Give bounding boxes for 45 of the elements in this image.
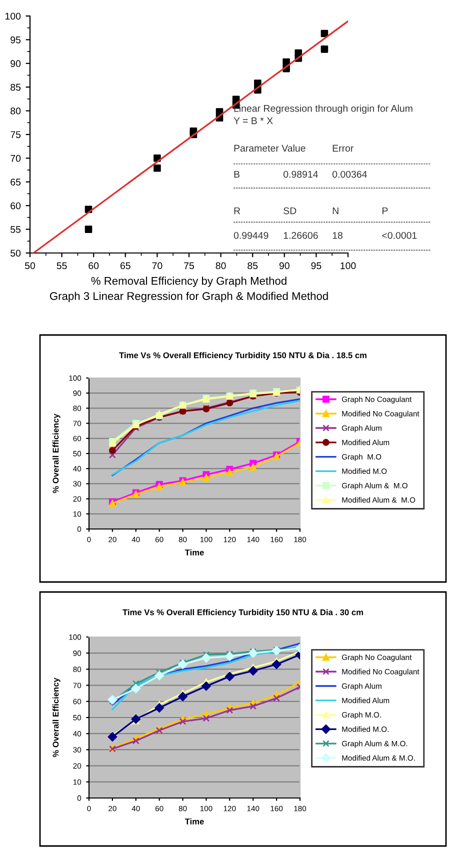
y-axis-title: % Overall Efficiency [52, 678, 60, 758]
chart-title: Time Vs % Overall Efficiency Turbidity 150 NTU & Dia . 18.5 cm [119, 352, 366, 360]
annotation: B [234, 170, 240, 178]
y-tick-label: 95 [10, 36, 21, 44]
x-tick-label: 70 [152, 262, 162, 270]
x-tick-label: 100 [340, 262, 356, 270]
y-axis-title: % Overall Efficiency [52, 414, 60, 494]
x-tick-label: 95 [311, 262, 322, 270]
x-tick-label: 85 [248, 262, 258, 270]
x-tick-label: 80 [216, 262, 226, 270]
annotation: Linear Regression through origin for Alum [234, 104, 412, 114]
text: <0.0001 [382, 232, 417, 239]
text: Graph 3 Linear Regression for Graph & Modified Method [50, 292, 328, 302]
annotation: N [332, 207, 338, 214]
y-tick-label: 50 [10, 250, 21, 257]
annotation: Parameter Value [234, 144, 306, 152]
y-tick-label: 85 [10, 84, 21, 91]
x-tick-label: 65 [120, 262, 130, 270]
x-tick-label: 50 [24, 262, 36, 270]
x-axis-title: % Removal Efficiency by Graph Method [91, 276, 286, 288]
y-tick-label: 65 [10, 178, 21, 186]
annotation: 0.99449 [234, 232, 268, 239]
annotation: 18 [332, 232, 342, 239]
annotation: R [234, 207, 240, 214]
y-tick-label: 60 [10, 202, 21, 210]
y-tick-label: 55 [10, 226, 21, 233]
y-tick-label: 90 [10, 60, 21, 68]
y-tick-label: 100 [5, 12, 21, 20]
y-tick-label: 75 [10, 131, 21, 138]
x-tick-label: 90 [279, 262, 290, 270]
y-tick-label: 70 [10, 154, 21, 162]
annotation: 1.26606 [284, 232, 318, 239]
annotation: 0.00364 [332, 170, 367, 178]
chart-title: Time Vs % Overall Efficiency Turbidity 150 NTU & Dia . 30 cm [122, 609, 363, 617]
annotation: SD [284, 207, 296, 214]
x-tick-label: 55 [56, 262, 67, 270]
x-axis-title: Time [184, 818, 204, 824]
x-tick-label: 75 [184, 262, 194, 270]
y-tick-label: 80 [10, 108, 21, 114]
x-axis-title: Time [184, 549, 204, 556]
text: P [382, 207, 388, 214]
x-tick-label: 60 [88, 262, 99, 270]
annotation: Y = B * X [234, 117, 273, 124]
annotation: 0.98914 [284, 170, 318, 178]
annotation: Error [332, 144, 354, 152]
